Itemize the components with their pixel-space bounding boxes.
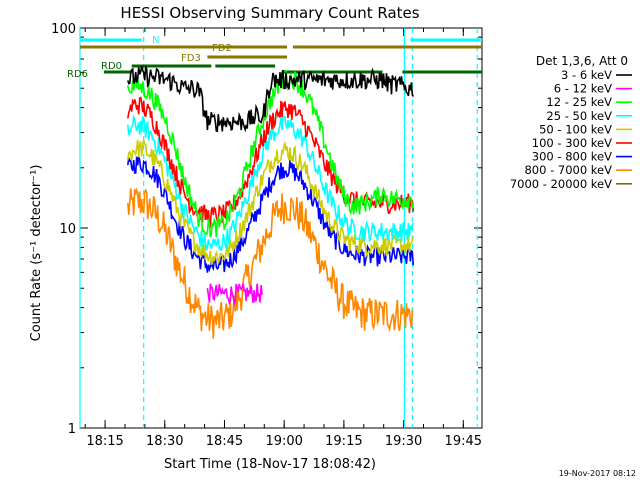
legend-label: 7000 - 20000 keV xyxy=(510,177,612,191)
series-line xyxy=(127,70,415,238)
legend-label: 3 - 6 keV xyxy=(561,68,612,82)
chart-title: HESSI Observing Summary Count Rates xyxy=(120,4,419,22)
series-line xyxy=(127,187,414,339)
legend-label: 800 - 7000 keV xyxy=(524,163,612,177)
flag-label-n: N xyxy=(152,35,159,46)
x-tick-label: 18:45 xyxy=(206,434,243,449)
y-tick-label: 1 xyxy=(68,422,76,437)
legend-label: 300 - 800 keV xyxy=(532,150,612,164)
plot-area: 1 10 100 18:15 18:30 18:45 19:00 19:15 19:30 19:4… xyxy=(51,22,483,449)
x-axis-label: Start Time (18-Nov-17 18:08:42) xyxy=(164,457,376,472)
legend-label: 100 - 300 keV xyxy=(532,136,612,150)
series-line xyxy=(127,139,415,266)
x-tick-label: 19:30 xyxy=(385,434,422,449)
x-tick-label: 19:00 xyxy=(265,434,302,449)
flag-label-fd2: FD2 xyxy=(212,43,232,54)
y-tick-label: 10 xyxy=(59,222,76,237)
y-axis-label: Count Rate (s⁻¹ detector⁻¹) xyxy=(29,165,44,342)
x-tick-label: 18:30 xyxy=(146,434,183,449)
series-line xyxy=(127,114,415,251)
legend-label: 50 - 100 keV xyxy=(539,122,612,136)
legend-label: 25 - 50 keV xyxy=(546,109,612,123)
x-tick-label: 18:15 xyxy=(86,434,123,449)
series-line xyxy=(127,156,415,273)
x-tick-label: 19:15 xyxy=(325,434,362,449)
series-line xyxy=(206,283,263,307)
flag-label-rd0: RD0 xyxy=(101,61,122,72)
legend-label: 6 - 12 keV xyxy=(554,82,612,96)
x-tick-label: 19:45 xyxy=(445,434,482,449)
series-line xyxy=(127,65,415,133)
flag-label-rd6: RD6 xyxy=(67,69,88,80)
legend-title: Det 1,3,6, Att 0 xyxy=(536,54,628,68)
timestamp: 19-Nov-2017 08:12 xyxy=(559,469,636,478)
flag-label-fd3: FD3 xyxy=(181,53,201,64)
legend-label: 12 - 25 keV xyxy=(546,95,612,109)
y-tick-label: 100 xyxy=(51,22,76,37)
